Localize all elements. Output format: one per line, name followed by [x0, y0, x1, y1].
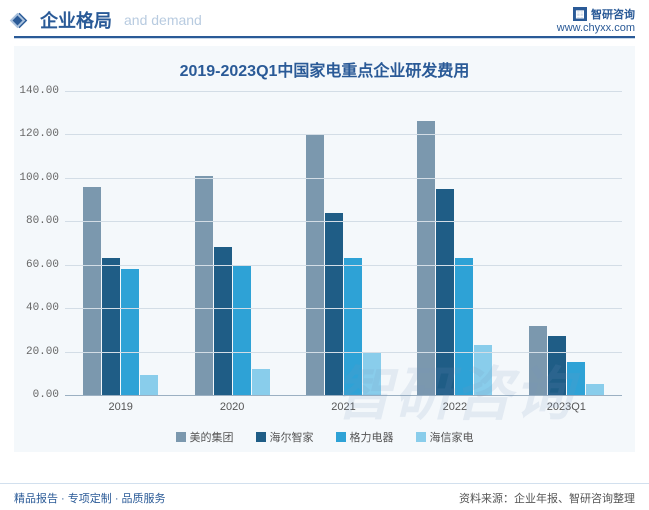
header-subtitle: and demand	[124, 12, 202, 28]
legend-label: 海尔智家	[270, 429, 314, 445]
x-tick-label: 2022	[399, 395, 510, 413]
legend-label: 海信家电	[430, 429, 474, 445]
grid-line	[65, 308, 622, 309]
bar	[140, 375, 158, 395]
bar	[417, 121, 435, 395]
legend-swatch	[256, 432, 266, 442]
x-tick-label: 2020	[176, 395, 287, 413]
footer-right: 资料来源：企业年报、智研咨询整理	[459, 490, 635, 506]
bar-group: 2021	[288, 91, 399, 395]
y-tick-label: 120.00	[19, 128, 65, 140]
y-tick-label: 0.00	[33, 389, 65, 401]
header-brand: ▦ 智研咨询 www.chyxx.com	[557, 6, 635, 34]
bar	[529, 326, 547, 395]
brand-name: 智研咨询	[591, 6, 635, 22]
legend-item: 格力电器	[336, 429, 394, 445]
bar	[455, 258, 473, 395]
legend-label: 美的集团	[190, 429, 234, 445]
chart-container: 2019-2023Q1中国家电重点企业研发费用 2019202020212022…	[14, 46, 635, 452]
footer: 精品报告 · 专项定制 · 品质服务 资料来源：企业年报、智研咨询整理	[0, 483, 649, 506]
brand-url: www.chyxx.com	[557, 22, 635, 34]
bar	[252, 369, 270, 395]
bar	[102, 258, 120, 395]
legend-item: 海尔智家	[256, 429, 314, 445]
brand-logo-icon: ▦	[573, 7, 587, 21]
grid-line	[65, 395, 622, 396]
y-tick-label: 140.00	[19, 85, 65, 97]
header-rule-light	[14, 38, 635, 39]
legend-swatch	[176, 432, 186, 442]
bar	[121, 269, 139, 395]
bar	[195, 176, 213, 395]
legend: 美的集团 海尔智家 格力电器 海信家电	[15, 429, 634, 445]
legend-label: 格力电器	[350, 429, 394, 445]
bar	[83, 187, 101, 395]
legend-swatch	[336, 432, 346, 442]
bar	[325, 213, 343, 395]
legend-item: 美的集团	[176, 429, 234, 445]
y-tick-label: 40.00	[26, 302, 65, 314]
grid-line	[65, 352, 622, 353]
y-tick-label: 80.00	[26, 215, 65, 227]
grid-line	[65, 134, 622, 135]
footer-left: 精品报告 · 专项定制 · 品质服务	[14, 490, 166, 506]
header-left: 企业格局 and demand	[14, 7, 202, 33]
bar-group: 2022	[399, 91, 510, 395]
x-tick-label: 2023Q1	[511, 395, 622, 413]
bar	[436, 189, 454, 395]
legend-swatch	[416, 432, 426, 442]
plot-area: 20192020202120222023Q1 0.0020.0040.0060.…	[65, 91, 622, 395]
header-decor-diamonds	[14, 13, 34, 27]
header-bar: 企业格局 and demand ▦ 智研咨询 www.chyxx.com	[0, 0, 649, 36]
bar	[548, 336, 566, 395]
bar	[344, 258, 362, 395]
x-tick-label: 2021	[288, 395, 399, 413]
bar	[214, 247, 232, 395]
grid-line	[65, 91, 622, 92]
brand-row: ▦ 智研咨询	[557, 6, 635, 22]
grid-line	[65, 178, 622, 179]
bar	[363, 352, 381, 395]
bar-group: 2023Q1	[511, 91, 622, 395]
x-tick-label: 2019	[65, 395, 176, 413]
y-tick-label: 60.00	[26, 259, 65, 271]
legend-item: 海信家电	[416, 429, 474, 445]
bar	[586, 384, 604, 395]
y-tick-label: 20.00	[26, 346, 65, 358]
grid-line	[65, 265, 622, 266]
bar-group: 2019	[65, 91, 176, 395]
bars-container: 20192020202120222023Q1	[65, 91, 622, 395]
header-title: 企业格局	[40, 7, 112, 33]
chart-title: 2019-2023Q1中国家电重点企业研发费用	[15, 47, 634, 85]
bar	[233, 265, 251, 395]
bar-group: 2020	[176, 91, 287, 395]
bar	[567, 362, 585, 395]
y-tick-label: 100.00	[19, 172, 65, 184]
grid-line	[65, 221, 622, 222]
